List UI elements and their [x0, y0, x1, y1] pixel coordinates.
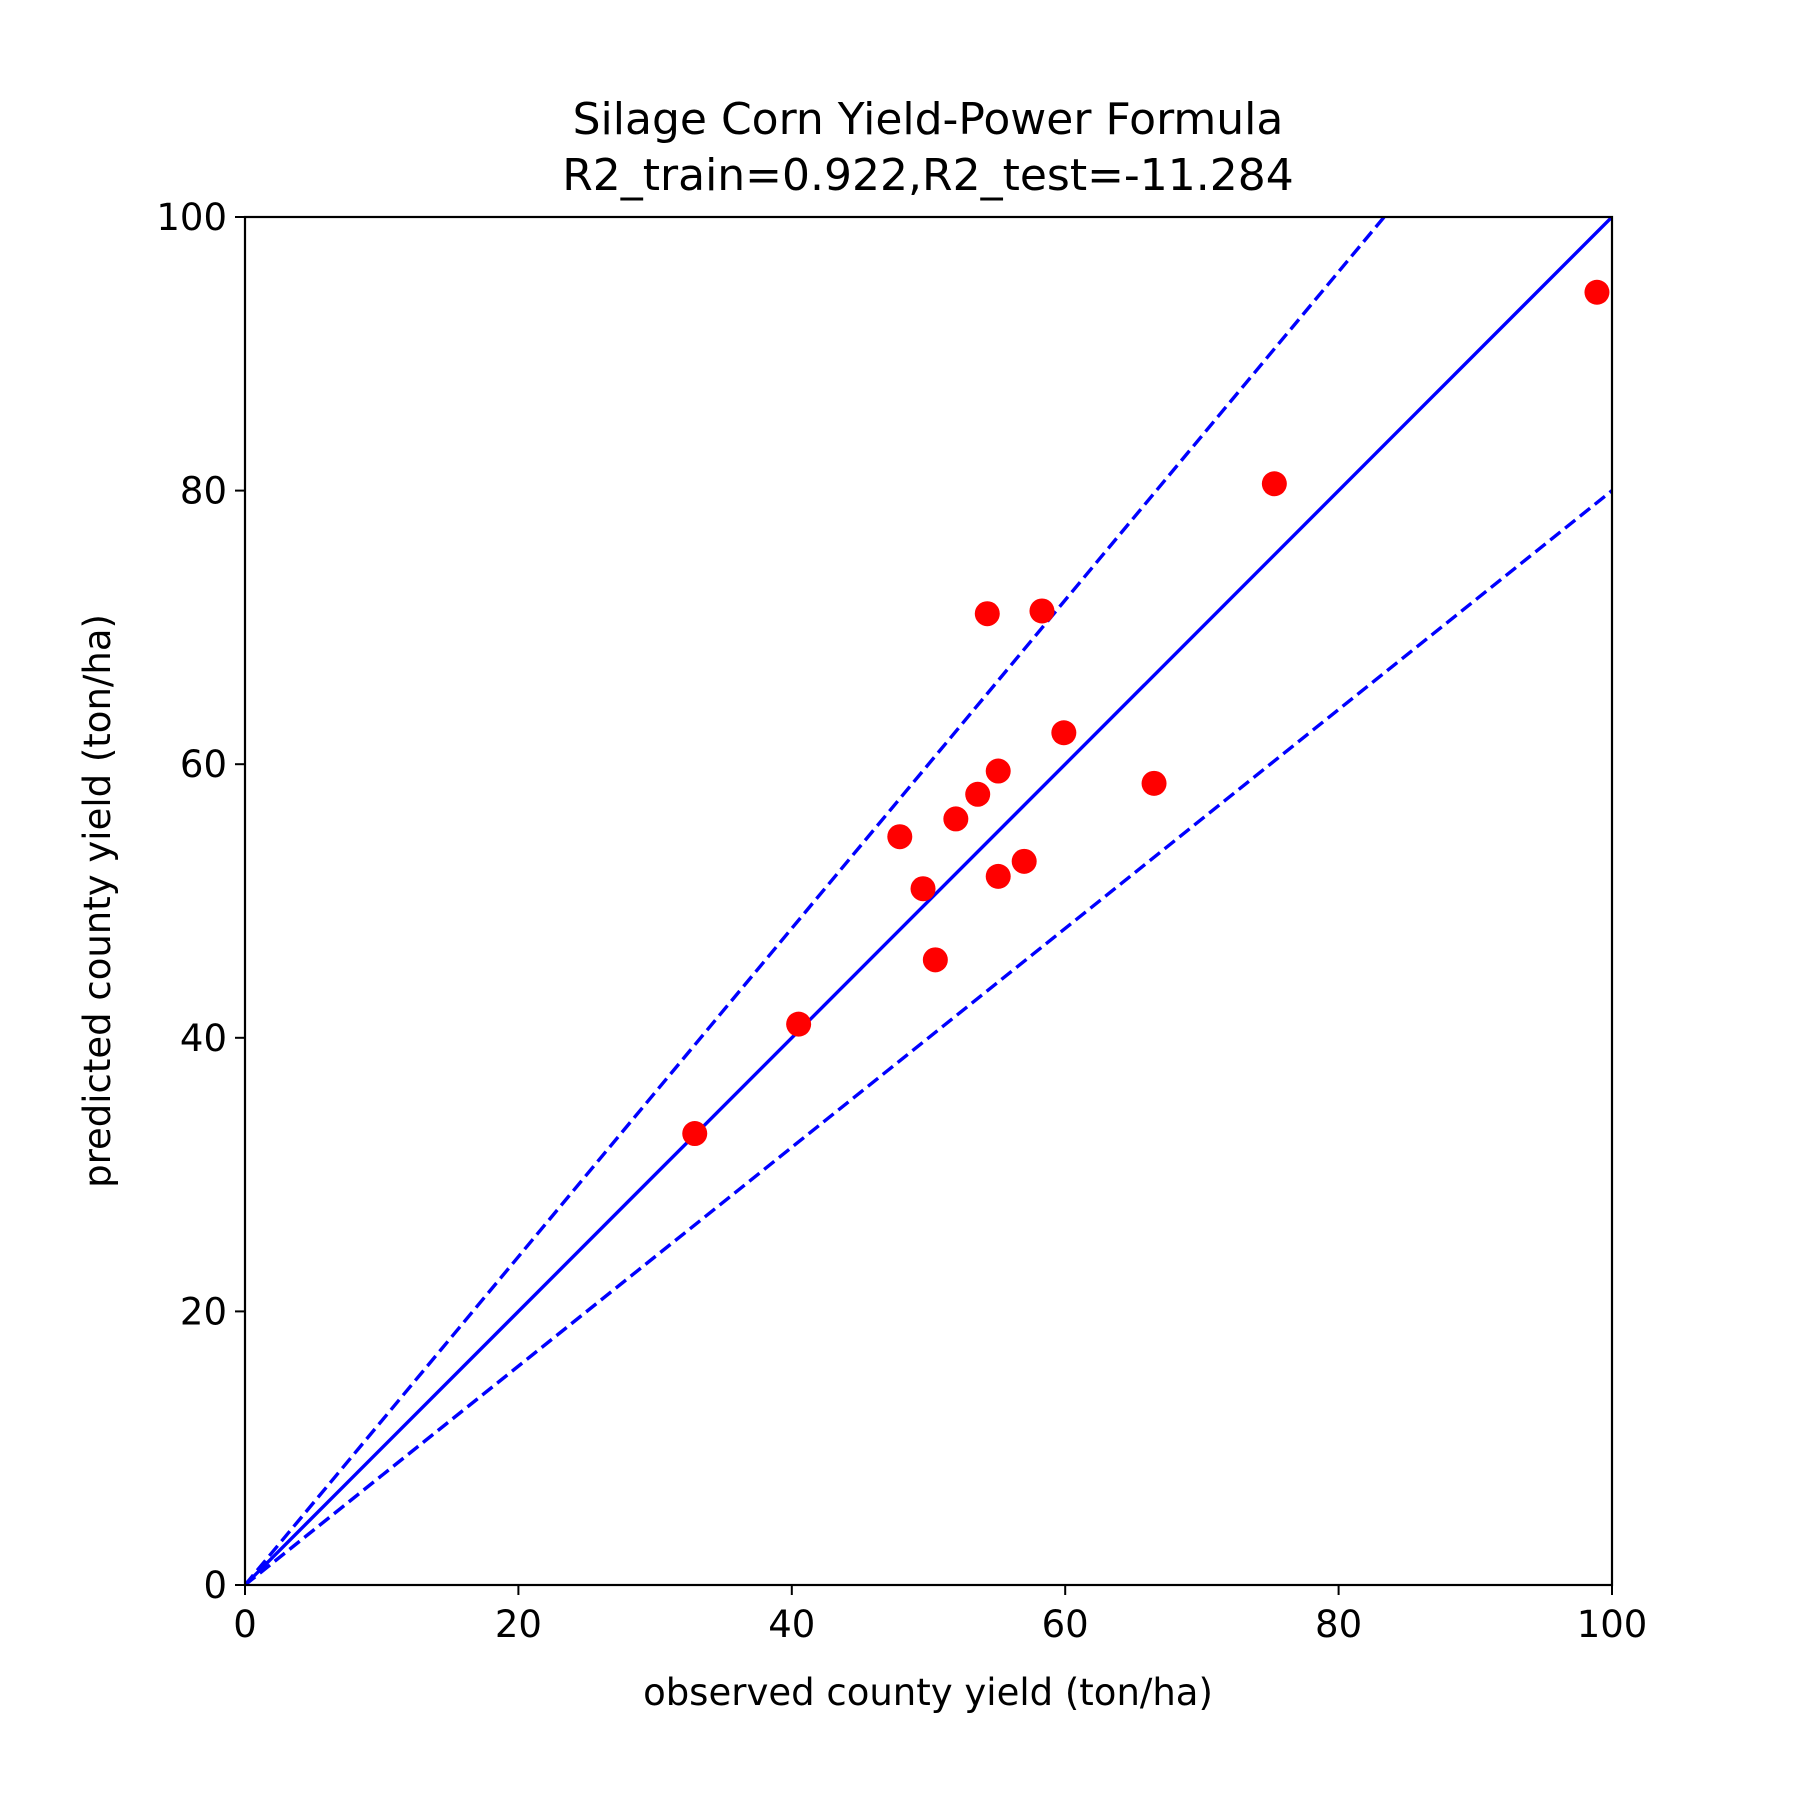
- y-tick-label: 60: [180, 743, 227, 786]
- data-point: [985, 863, 1011, 889]
- chart-title-line-1: Silage Corn Yield-Power Formula: [573, 94, 1284, 145]
- data-point: [682, 1121, 708, 1147]
- y-tick-label: 100: [156, 196, 227, 239]
- y-tick-label: 40: [180, 1017, 227, 1060]
- x-tick-label: 100: [1577, 1603, 1648, 1646]
- data-point: [965, 781, 991, 807]
- reference-lines: [245, 217, 1612, 1585]
- reference-line-dashed: [245, 217, 1387, 1585]
- data-points: [682, 279, 1610, 1147]
- y-tick-label: 20: [180, 1290, 227, 1333]
- x-tick-label: 60: [1042, 1603, 1089, 1646]
- y-tick-label: 80: [180, 470, 227, 513]
- plot-frame: [243, 215, 1614, 1587]
- data-point: [974, 601, 1000, 627]
- data-point: [887, 824, 913, 850]
- data-point: [1029, 598, 1055, 624]
- data-point: [1261, 471, 1287, 497]
- x-axis-label: observed county yield (ton/ha): [643, 1671, 1213, 1714]
- y-tick-label: 0: [203, 1564, 227, 1607]
- x-tick-label: 80: [1315, 1603, 1362, 1646]
- x-tick-label: 20: [495, 1603, 542, 1646]
- chart-title: Silage Corn Yield-Power Formula R2_train…: [562, 94, 1294, 201]
- data-point: [910, 876, 936, 902]
- data-point: [922, 947, 948, 973]
- data-point: [1584, 279, 1610, 305]
- data-point: [943, 806, 969, 832]
- reference-line-one-to-one: [245, 217, 1612, 1585]
- data-point: [1011, 848, 1037, 874]
- x-tick-label: 0: [233, 1603, 257, 1646]
- x-tick-label: 40: [768, 1603, 815, 1646]
- data-point: [786, 1011, 812, 1037]
- data-point: [1051, 720, 1077, 746]
- data-point: [985, 758, 1011, 784]
- y-axis-label: predicted county yield (ton/ha): [76, 614, 119, 1188]
- chart-title-line-2: R2_train=0.922,R2_test=-11.284: [562, 150, 1294, 201]
- y-axis: 0 20 40 60 80 100: [156, 196, 245, 1607]
- reference-line-dashed: [245, 489, 1612, 1585]
- data-point: [1141, 770, 1167, 796]
- x-axis: 0 20 40 60 80 100: [233, 1585, 1647, 1646]
